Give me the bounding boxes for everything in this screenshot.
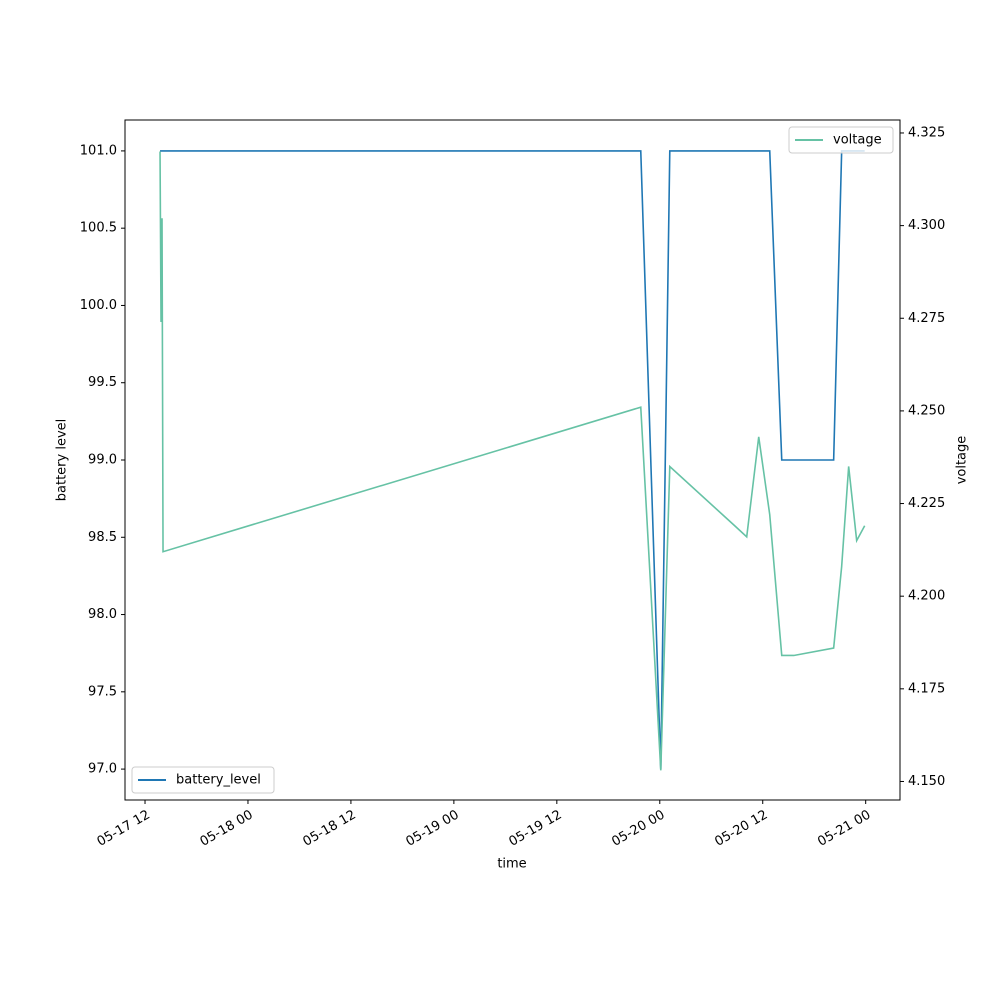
series-line [159,151,866,771]
x-tick-label: 05-19 12 [506,808,564,850]
y2-tick-label: 4.300 [908,218,945,233]
y-tick-label: 99.0 [88,453,117,468]
legend: battery_level [131,766,275,794]
y-tick-label: 100.0 [80,298,117,313]
y-tick-label: 99.5 [88,375,117,390]
y-tick-label: 97.5 [88,684,117,699]
x-tick-label: 05-18 00 [198,808,256,850]
x-tick-label: 05-18 12 [301,808,359,850]
y2-tick-label: 4.200 [908,589,945,604]
y-axis-label: battery level [55,419,70,502]
x-tick-label: 05-20 00 [609,808,667,850]
y2-tick-label: 4.175 [908,681,945,696]
x-tick-label: 05-17 12 [95,808,153,850]
y-tick-label: 98.0 [88,607,117,622]
x-axis-label: time [497,857,526,872]
y2-axis-label: voltage [955,436,970,485]
y2-tick-label: 4.325 [908,125,945,140]
legend-label: battery_level [176,773,261,788]
legend-box [788,126,894,154]
y2-tick-label: 4.150 [908,774,945,789]
series-line [160,150,865,770]
legend-box [131,766,275,794]
y2-tick-label: 4.225 [908,496,945,511]
legend: voltage [788,126,894,154]
legend-label: voltage [833,133,882,148]
y2-tick-label: 4.275 [908,311,945,326]
x-tick-label: 05-20 12 [712,808,770,850]
y-tick-label: 100.5 [80,221,117,236]
y2-tick-label: 4.250 [908,403,945,418]
x-tick-label: 05-21 00 [815,808,873,850]
plot-frame [124,119,901,801]
y-tick-label: 98.5 [88,530,117,545]
y-tick-label: 97.0 [88,762,117,777]
x-tick-label: 05-19 00 [404,808,462,850]
y-tick-label: 101.0 [80,143,117,158]
